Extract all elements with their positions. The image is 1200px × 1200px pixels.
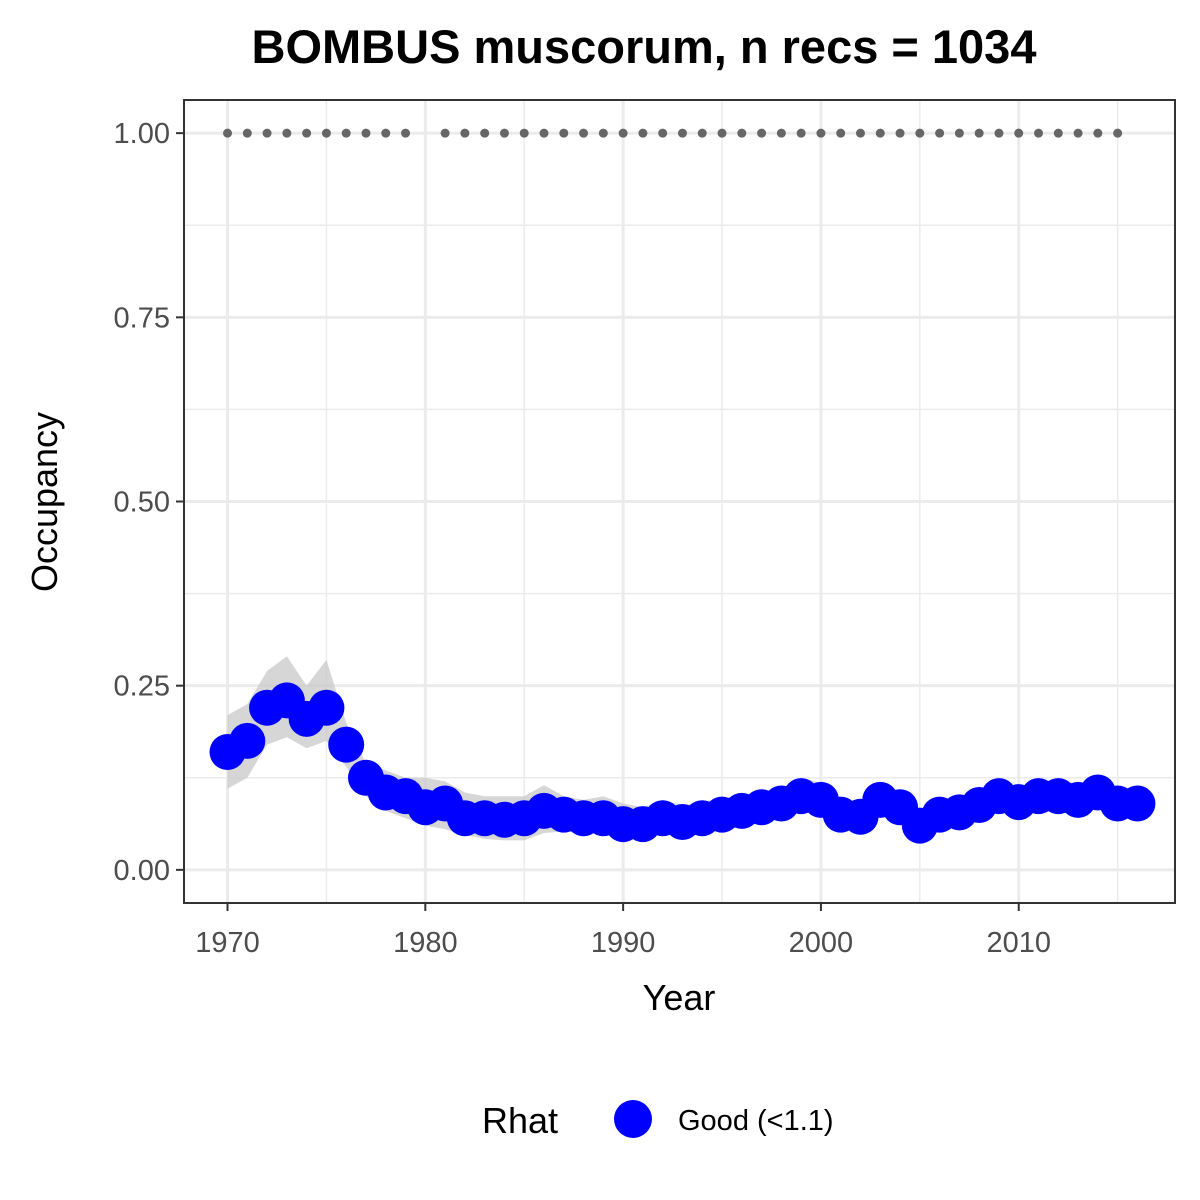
- record-dot: [1034, 128, 1044, 138]
- record-dot: [440, 128, 450, 138]
- chart-title: BOMBUS muscorum, n recs = 1034: [252, 20, 1037, 73]
- record-dot: [717, 128, 727, 138]
- record-dot: [579, 128, 589, 138]
- record-dot: [1014, 128, 1024, 138]
- record-dot: [816, 128, 826, 138]
- x-tick-label: 1970: [195, 927, 260, 959]
- record-dot: [895, 128, 905, 138]
- y-tick-label: 1.00: [114, 118, 170, 150]
- y-tick-label: 0.50: [114, 487, 170, 519]
- record-dot: [1053, 128, 1063, 138]
- y-tick-label: 0.00: [114, 855, 170, 887]
- record-dot: [875, 128, 885, 138]
- record-dot: [697, 128, 707, 138]
- record-dot: [994, 128, 1004, 138]
- record-dot: [737, 128, 747, 138]
- record-dot: [242, 128, 252, 138]
- legend-title: Rhat: [482, 1100, 558, 1141]
- x-tick-label: 1990: [591, 927, 656, 959]
- record-dot: [361, 128, 371, 138]
- x-axis-title: Year: [643, 977, 716, 1018]
- record-dot: [499, 128, 509, 138]
- record-dot: [480, 128, 490, 138]
- record-dot: [262, 128, 272, 138]
- y-tick-label: 0.75: [114, 302, 170, 334]
- y-axis: 0.00 0.25 0.50 0.75 1.00: [114, 118, 184, 887]
- occupancy-point: [308, 689, 345, 726]
- record-dot: [796, 128, 806, 138]
- record-dot: [915, 128, 925, 138]
- record-dot: [855, 128, 865, 138]
- record-dot: [836, 128, 846, 138]
- record-dot: [460, 128, 470, 138]
- record-dot: [519, 128, 529, 138]
- record-dot: [757, 128, 767, 138]
- record-dot: [381, 128, 391, 138]
- record-dot: [598, 128, 608, 138]
- record-dot: [638, 128, 648, 138]
- record-dot: [223, 128, 233, 138]
- x-axis: 1970 1980 1990 2000 2010: [195, 903, 1051, 959]
- record-dot: [1093, 128, 1103, 138]
- x-tick-label: 2000: [789, 927, 854, 959]
- record-dot: [282, 128, 292, 138]
- y-axis-title: Occupancy: [24, 412, 65, 592]
- record-dot: [618, 128, 628, 138]
- record-dot: [321, 128, 331, 138]
- occupancy-point: [328, 726, 365, 763]
- record-dot: [935, 128, 945, 138]
- record-dot: [1113, 128, 1123, 138]
- record-dot: [539, 128, 549, 138]
- x-tick-label: 2010: [986, 927, 1051, 959]
- y-tick-label: 0.25: [114, 671, 170, 703]
- record-dot: [776, 128, 786, 138]
- legend-key-good: [614, 1100, 652, 1138]
- record-dot: [1073, 128, 1083, 138]
- record-dot: [302, 128, 312, 138]
- occupancy-point: [1119, 785, 1156, 822]
- record-dot: [974, 128, 984, 138]
- legend: Rhat Good (<1.1): [482, 1100, 834, 1141]
- record-years-dots: [223, 128, 1123, 138]
- record-dot: [559, 128, 569, 138]
- record-dot: [401, 128, 411, 138]
- legend-label-good: Good (<1.1): [678, 1105, 834, 1137]
- record-dot: [658, 128, 668, 138]
- occupancy-point: [229, 722, 266, 759]
- plot-panel: [183, 99, 1176, 904]
- occupancy-points: [209, 682, 1156, 844]
- record-dot: [341, 128, 351, 138]
- record-dot: [954, 128, 964, 138]
- record-dot: [677, 128, 687, 138]
- x-tick-label: 1980: [393, 927, 458, 959]
